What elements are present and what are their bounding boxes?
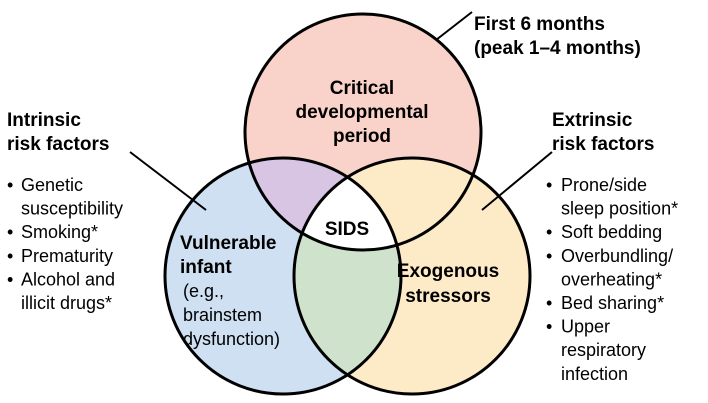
top-circle-callout: First 6 months (peak 1–4 months) xyxy=(474,14,641,59)
bullet-icon: • xyxy=(546,317,552,337)
risk-factor-item-line: Upper xyxy=(561,317,610,337)
bullet-icon: • xyxy=(7,175,13,195)
extrinsic-heading: Extrinsic risk factors xyxy=(552,110,654,155)
risk-factor-item-line: Soft bedding xyxy=(561,222,662,242)
risk-factor-item: Overbundling/overheating* xyxy=(561,246,673,290)
top-circle-title-line: Critical xyxy=(330,78,394,99)
right-circle-title-line: Exogenous xyxy=(397,261,499,282)
risk-factor-item-line: susceptibility xyxy=(21,199,123,219)
left-circle-detail-line: dysfunction) xyxy=(183,329,280,349)
risk-factor-item: Genetic susceptibility xyxy=(21,175,123,219)
extrinsic-heading-line: risk factors xyxy=(552,134,654,155)
intrinsic-leader-line xyxy=(129,151,207,211)
bullet-icon: • xyxy=(546,175,552,195)
left-circle-detail-line: brainstem xyxy=(183,305,262,325)
right-circle-title-line: stressors xyxy=(405,286,491,307)
left-circle-title-line: infant xyxy=(180,257,232,278)
risk-factor-item-line: sleep position* xyxy=(561,199,678,219)
intrinsic-heading-line: risk factors xyxy=(7,134,109,155)
top-circle-title: Critical developmental period xyxy=(295,78,428,147)
bullet-icon: • xyxy=(7,246,13,266)
top-circle-title-line: developmental xyxy=(295,102,428,123)
left-circle-title: Vulnerable infant xyxy=(180,233,276,278)
risk-factor-item-line: overheating* xyxy=(561,269,662,289)
risk-factor-item: Prone/side sleep position* xyxy=(561,175,678,219)
top-callout-line xyxy=(435,11,473,41)
bullet-icon: • xyxy=(546,246,552,266)
risk-factor-item-line: Smoking* xyxy=(21,222,98,242)
left-circle-title-line: Vulnerable xyxy=(180,233,276,254)
risk-factor-item-line: respiratory xyxy=(561,340,646,360)
center-overlap xyxy=(294,158,401,250)
extrinsic-list: • Prone/side sleep position* • Soft bedding •… xyxy=(546,175,678,384)
risk-factor-item-line: Alcohol and xyxy=(21,269,115,289)
intrinsic-list: • Genetic susceptibility • Smoking* • Prematur… xyxy=(7,175,123,313)
risk-factor-item-line: Prematurity xyxy=(21,246,113,266)
top-circle-callout-line: (peak 1–4 months) xyxy=(474,38,641,59)
left-circle-detail: (e.g., brainstem dysfunction) xyxy=(183,281,280,349)
risk-factor-item: Prematurity xyxy=(21,246,113,266)
left-circle-outline xyxy=(163,156,403,396)
bullet-icon: • xyxy=(546,222,552,242)
extrinsic-heading-line: Extrinsic xyxy=(552,110,633,131)
right-circle-outline xyxy=(292,156,532,396)
center-label-line: SIDS xyxy=(325,219,369,240)
top-circle-outline xyxy=(243,12,483,252)
risk-factor-item-line: infection xyxy=(561,364,628,384)
right-circle-title: Exogenous stressors xyxy=(397,261,499,307)
extrinsic-leader-line xyxy=(481,151,553,211)
left-circle-detail-line: (e.g., xyxy=(183,281,224,301)
intrinsic-heading-line: Intrinsic xyxy=(7,110,81,131)
risk-factor-item-line: Bed sharing* xyxy=(561,293,664,313)
risk-factor-item: Alcohol and illicit drugs* xyxy=(21,269,115,313)
top-circle-callout-line: First 6 months xyxy=(474,14,605,35)
center-label: SIDS xyxy=(325,219,369,240)
bullet-icon: • xyxy=(7,222,13,242)
risk-factor-item: Bed sharing* xyxy=(561,293,664,313)
risk-factor-item-line: Prone/side xyxy=(561,175,647,195)
bullet-icon: • xyxy=(7,269,13,289)
bullet-icon: • xyxy=(546,293,552,313)
top-circle-title-line: period xyxy=(333,126,391,147)
risk-factor-item-line: Overbundling/ xyxy=(561,246,673,266)
risk-factor-item: Upper respiratory infection xyxy=(561,317,646,384)
risk-factor-item: Smoking* xyxy=(21,222,98,242)
intrinsic-heading: Intrinsic risk factors xyxy=(7,110,109,155)
risk-factor-item-line: illicit drugs* xyxy=(21,293,112,313)
risk-factor-item: Soft bedding xyxy=(561,222,662,242)
risk-factor-item-line: Genetic xyxy=(21,175,83,195)
